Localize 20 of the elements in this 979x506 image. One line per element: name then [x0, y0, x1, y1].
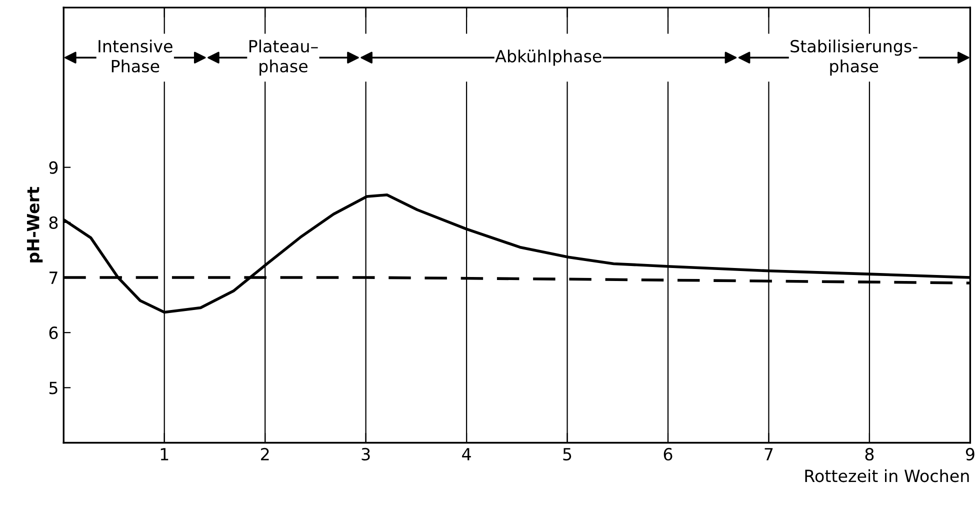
x-tick-label: 1 — [160, 448, 168, 460]
x-tick-label: 6 — [664, 448, 672, 461]
x-tick-label: 3 — [362, 448, 370, 461]
x-tick-label: 7 — [764, 448, 773, 460]
y-tick-label: 9 — [49, 161, 58, 174]
band-label: Plateau– phase — [249, 40, 318, 76]
y-tick-label: 7 — [50, 272, 58, 284]
y-tick-label: 8 — [49, 216, 58, 229]
y-tick-label: 6 — [49, 326, 58, 340]
x-tick-label: 4 — [462, 448, 471, 460]
band-label: Abkühlphase — [495, 50, 602, 66]
band-label: Intensive Phase — [98, 40, 172, 72]
x-tick-label: 8 — [865, 448, 874, 461]
x-axis-title: Rottezeit in Wochen — [805, 469, 969, 482]
x-tick-label: 5 — [563, 448, 572, 461]
y-tick-label: 5 — [49, 382, 58, 394]
band-label: Stabilisierungs- phase — [790, 40, 918, 76]
x-tick-label: 9 — [966, 448, 974, 461]
x-tick-label: 2 — [261, 448, 269, 460]
y-axis-title: pH-Wert — [26, 186, 43, 262]
